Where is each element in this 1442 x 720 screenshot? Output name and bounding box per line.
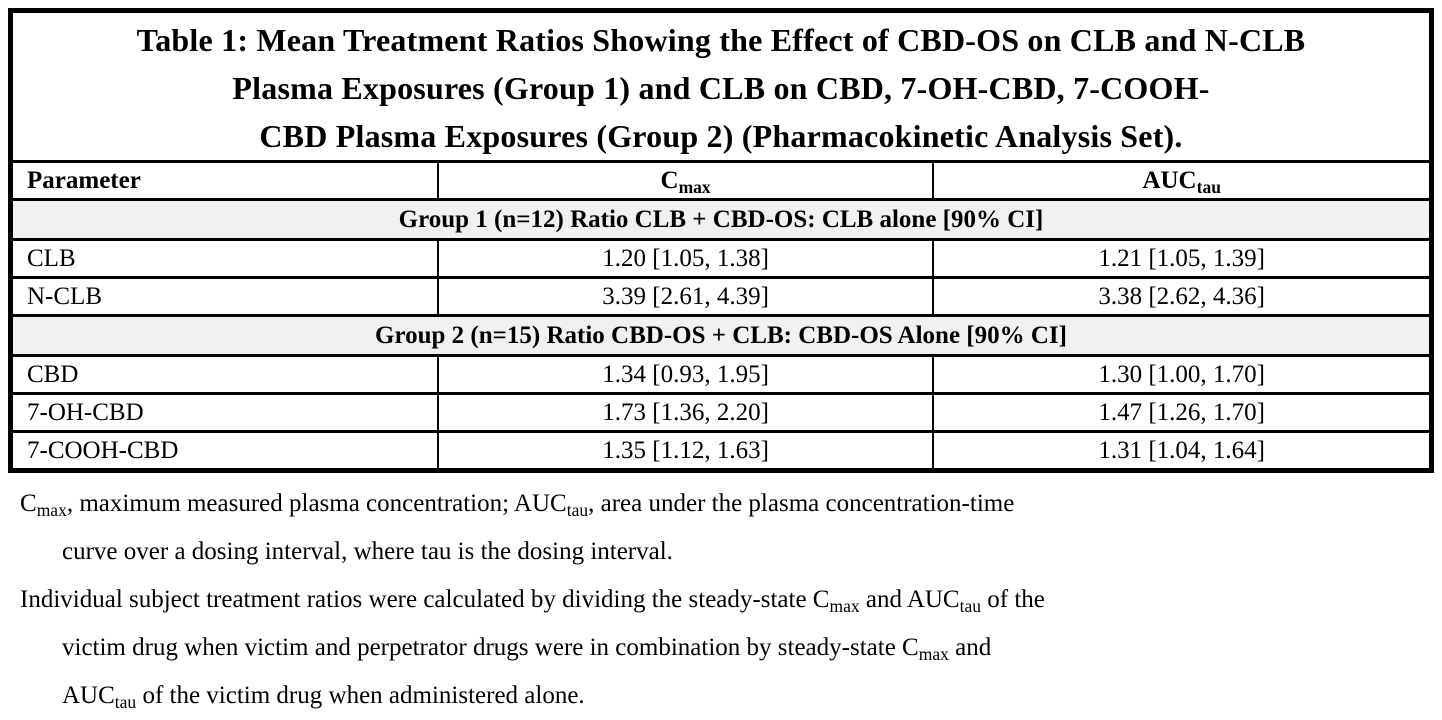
clb-cmax-value: 1.20 [1.05, 1.38] <box>436 238 935 279</box>
column-header-cmax: Cmax <box>436 161 935 201</box>
column-header-auctau: AUCtau <box>932 161 1429 201</box>
row-label-clb: CLB <box>13 238 439 279</box>
footnote-method-line-1: Individual subject treatment ratios were… <box>20 586 1045 616</box>
table-header-row: Parameter Cmax AUCtau <box>13 161 1429 201</box>
column-header-parameter: Parameter <box>13 161 439 201</box>
cbd-auctau-value: 1.30 [1.00, 1.70] <box>932 354 1429 395</box>
group1-header: Group 1 (n=12) Ratio CLB + CBD-OS: CLB a… <box>13 198 1429 241</box>
table-row-cbd: CBD 1.34 [0.93, 1.95] 1.30 [1.00, 1.70] <box>13 354 1429 395</box>
7ohcbd-cmax-value: 1.73 [1.36, 2.20] <box>436 392 935 433</box>
row-label-nclb: N-CLB <box>13 276 439 317</box>
table-row-7coohcbd: 7-COOH-CBD 1.35 [1.12, 1.63] 1.31 [1.04,… <box>13 430 1429 468</box>
footnotes: Cmax, maximum measured plasma concentrat… <box>20 480 1428 720</box>
footnote-method-line-3: AUCtau of the victim drug when administe… <box>62 682 585 712</box>
7coohcbd-cmax-value: 1.35 [1.12, 1.63] <box>436 430 935 468</box>
footnote-method-line-2: victim drug when victim and perpetrator … <box>62 634 992 664</box>
clb-auctau-value: 1.21 [1.05, 1.39] <box>932 238 1429 279</box>
table-title-line-3: CBD Plasma Exposures (Group 2) (Pharmaco… <box>259 118 1183 154</box>
table-title-line-1: Table 1: Mean Treatment Ratios Showing t… <box>136 22 1306 58</box>
7ohcbd-auctau-value: 1.47 [1.26, 1.70] <box>932 392 1429 433</box>
treatment-ratios-table: Parameter Cmax AUCtau Group 1 (n=12) Rat… <box>13 160 1429 468</box>
row-label-7coohcbd: 7-COOH-CBD <box>13 430 439 468</box>
group1-header-row: Group 1 (n=12) Ratio CLB + CBD-OS: CLB a… <box>13 198 1429 241</box>
row-label-7ohcbd: 7-OH-CBD <box>13 392 439 433</box>
row-label-cbd: CBD <box>13 354 439 395</box>
table-title-line-2: Plasma Exposures (Group 1) and CLB on CB… <box>232 70 1210 106</box>
group2-header-row: Group 2 (n=15) Ratio CBD-OS + CLB: CBD-O… <box>13 314 1429 357</box>
footnote-abbreviations-line-1: Cmax, maximum measured plasma concentrat… <box>20 490 1015 520</box>
table-row-clb: CLB 1.20 [1.05, 1.38] 1.21 [1.05, 1.39] <box>13 238 1429 279</box>
table-container: Table 1: Mean Treatment Ratios Showing t… <box>8 8 1434 473</box>
table-row-7ohcbd: 7-OH-CBD 1.73 [1.36, 2.20] 1.47 [1.26, 1… <box>13 392 1429 433</box>
7coohcbd-auctau-value: 1.31 [1.04, 1.64] <box>932 430 1429 468</box>
table-title: Table 1: Mean Treatment Ratios Showing t… <box>13 13 1429 160</box>
table-row-nclb: N-CLB 3.39 [2.61, 4.39] 3.38 [2.62, 4.36… <box>13 276 1429 317</box>
footnote-abbreviations-line-2: curve over a dosing interval, where tau … <box>62 538 673 565</box>
cbd-cmax-value: 1.34 [0.93, 1.95] <box>436 354 935 395</box>
nclb-auctau-value: 3.38 [2.62, 4.36] <box>932 276 1429 317</box>
nclb-cmax-value: 3.39 [2.61, 4.39] <box>436 276 935 317</box>
group2-header: Group 2 (n=15) Ratio CBD-OS + CLB: CBD-O… <box>13 314 1429 357</box>
